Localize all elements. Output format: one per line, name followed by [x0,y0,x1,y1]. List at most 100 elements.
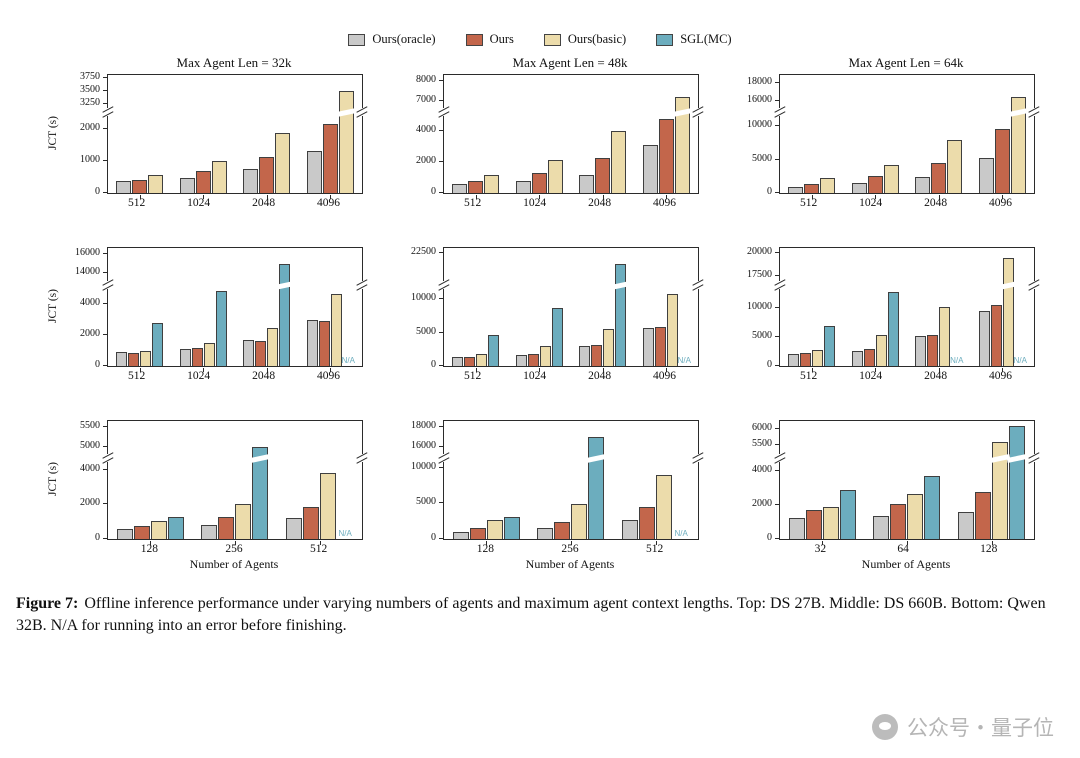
y-tick-mark [103,426,107,427]
bar-ours [658,119,674,193]
bar-group [243,133,291,193]
y-axis-label: JCT (s) [47,462,59,496]
bar-ours-basic [267,327,279,366]
axis-break [777,107,783,116]
bar-break-mark [586,453,607,463]
bar-ours-oracle [537,527,554,539]
y-tick-label: 8000 [416,74,436,85]
bar-ours [994,129,1010,193]
bar-ours-basic [875,334,887,366]
bar-ours-oracle [286,518,303,539]
x-tick-label: 2048 [588,370,612,382]
bar-ours [322,124,338,193]
y-tick-label: 3500 [80,84,100,95]
bar-ours-basic [235,503,252,539]
bar-group [116,175,164,193]
x-tick-label: 128 [140,543,158,555]
bar-ours-oracle [452,356,464,366]
bar-ours-basic [330,293,342,366]
na-label: N/A [338,529,352,538]
x-tick-labels: 128 256 512 [107,540,361,557]
plot-area [438,74,704,199]
bar-slot: N/A [342,354,355,366]
y-axis: 0 5000 10000 16000 18000 [397,420,443,543]
bar-ours-oracle [873,516,890,539]
y-axis: 0 5000 10000 22500 [397,246,443,370]
y-tick-label: 10000 [411,292,436,304]
y-axis-label [381,420,397,538]
chart-title: Max Agent Len = 32k [176,55,292,70]
y-tick-label: 6000 [752,422,772,433]
bar-ours-basic [611,130,627,193]
y-tick-label: 10000 [747,300,772,312]
bar-ours-oracle [851,350,863,366]
axis-break [359,453,365,462]
axis-break [1031,453,1037,462]
axis-break [105,280,111,289]
x-tick-mark [811,368,813,372]
bar-ours-oracle [622,519,639,539]
legend-label: Ours(oracle) [372,32,436,46]
bar-ours [927,334,939,366]
x-tick-labels: 512 1024 2048 4096 [779,367,1033,384]
bar-ours-oracle [243,168,259,193]
bar-group [537,437,607,539]
y-tick-label: 5000 [752,152,772,164]
bar-ours-oracle [978,157,994,193]
x-tick-label: 512 [646,543,664,555]
bar-ours-oracle [579,345,591,366]
bar-break-mark [276,280,293,290]
x-tick-mark [139,195,141,199]
y-tick-mark [439,502,443,504]
bar-ours-basic [211,160,227,193]
chart-8: 0 2000 4000 5500 6000 32 64 128 Number of Agents [717,414,1040,573]
bar-ours-basic [150,520,167,539]
y-axis-label [381,247,397,365]
bar-ours [805,510,822,539]
y-axis-label: JCT (s) [47,289,59,323]
bar-group [915,140,963,193]
bars: N/A [108,421,362,539]
x-tick-mark [203,368,205,372]
y-tick-mark [775,365,779,366]
bar-ours [303,507,320,539]
bar-ours [990,305,1002,366]
y-tick-mark [103,272,107,274]
bar-ours-oracle [515,181,531,193]
x-tick-mark [666,368,668,372]
bar-group [201,447,271,539]
charts-grid: Max Agent Len = 32k JCT (s) 0 1000 2000 3250 3… [0,55,1080,573]
axis-break [695,453,701,462]
bar-ours-basic [939,307,951,366]
bar-ours [931,162,947,193]
bar-ours-basic [603,328,615,366]
x-tick-label: 512 [799,197,818,209]
y-tick-label: 0 [95,359,100,370]
bar-group [452,174,500,193]
y-tick-label: 4000 [416,124,436,136]
y-tick-label: 2000 [80,121,100,133]
bar-ours-oracle [452,531,469,539]
bar-ours-oracle [116,529,133,539]
plot-area: N/A [438,247,704,372]
bar-group [452,334,500,366]
bars: N/A [444,248,698,366]
bar-ours-basic [907,494,924,539]
axis-break [777,453,783,462]
x-tick-label: 2048 [924,370,948,382]
y-tick-label: 0 [95,532,100,543]
bar-group [978,96,1029,193]
x-tick-label: 64 [897,543,909,555]
axis-break [441,280,447,289]
bar-group [116,517,184,539]
x-tick-labels: 512 1024 2048 4096 [107,367,361,384]
chart-3: JCT (s) 0 2000 4000 14000 16000 N/A 512 1024 2048… [45,241,368,400]
bar-slot: N/A [678,354,691,366]
bar-ours-oracle [452,183,468,193]
x-axis-label: Number of Agents [525,557,615,571]
bar-group [116,322,164,366]
x-axis-label: Number of Agents [861,557,951,571]
bar-sgl-mc [488,334,500,366]
bar-ours [255,341,267,366]
x-tick-mark [1002,368,1004,372]
